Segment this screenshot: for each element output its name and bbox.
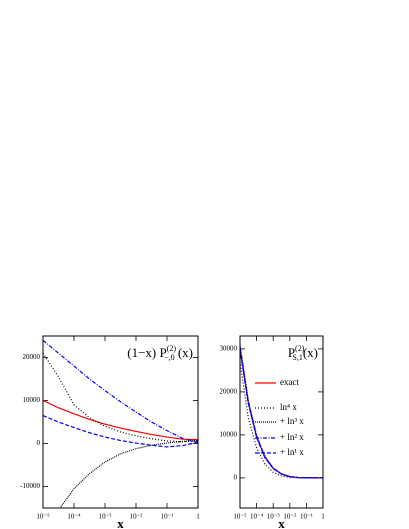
legend-label: + ln³ x xyxy=(280,416,304,426)
x-axis-label: x xyxy=(278,516,285,529)
x-tick-label: 10⁻³ xyxy=(267,513,280,521)
y-tick-label: -10000 xyxy=(20,482,40,490)
title-part: (x) xyxy=(175,345,193,360)
x-tick-label: 10⁻³ xyxy=(99,513,112,521)
x-tick-label: 10⁻⁴ xyxy=(67,513,81,521)
y-tick-label: 0 xyxy=(234,474,238,482)
series-line xyxy=(43,399,198,441)
series-line xyxy=(43,414,198,448)
y-tick-label: 30000 xyxy=(220,345,238,353)
frame xyxy=(42,335,199,509)
chart-title: (1−x) P(2) −,0 (x) xyxy=(127,344,193,362)
legend-label: + ln² x xyxy=(280,432,304,442)
title-part: −,0 xyxy=(164,353,175,362)
panel: -10000 0 10000 20000 10⁻⁵ 10⁻⁴ 10⁻³ 10⁻² 10⁻¹ 1 x (… xyxy=(20,335,200,529)
series-line xyxy=(240,346,323,479)
y-tick-label: 10000 xyxy=(23,396,41,404)
y-tick-label: 10000 xyxy=(220,431,238,439)
legend-label: exact xyxy=(280,377,299,387)
title-part: S,1 xyxy=(292,353,302,362)
series-line xyxy=(240,348,323,479)
x-axis-label: x xyxy=(117,516,124,529)
chart-title: P(2) S,1(x) xyxy=(288,344,318,362)
panel: 0 10000 20000 30000 10⁻⁵ 10⁻⁴ 10⁻³ 10⁻² 10⁻¹ 1 x ex… xyxy=(220,335,325,529)
title-part: (1−x) P xyxy=(127,345,166,360)
x-tick-label: 10⁻¹ xyxy=(300,513,313,521)
x-tick-label: 10⁻⁵ xyxy=(233,513,247,521)
legend-label: + ln¹ x xyxy=(280,447,304,457)
legend-label: ln⁴ x xyxy=(280,402,297,412)
x-tick-label: 10⁻⁵ xyxy=(36,513,50,521)
series-line xyxy=(240,361,323,479)
x-tick-label: 1 xyxy=(321,513,325,521)
y-tick-label: 20000 xyxy=(23,353,41,361)
series-line xyxy=(240,349,323,479)
series-line xyxy=(43,339,198,443)
x-tick-label: 10⁻¹ xyxy=(161,513,174,521)
title-part: P xyxy=(288,345,295,360)
x-tick-label: 10⁻² xyxy=(283,513,296,521)
x-tick-label: 1 xyxy=(196,513,200,521)
x-tick-label: 10⁻² xyxy=(130,513,143,521)
title-part: (2) xyxy=(167,344,177,353)
x-tick-label: 10⁻⁴ xyxy=(250,513,264,521)
y-tick-label: 0 xyxy=(37,439,41,447)
series-line xyxy=(43,352,198,443)
title-part: (x) xyxy=(303,345,318,360)
title-part: (2) xyxy=(295,344,305,353)
frame xyxy=(239,335,324,509)
series-line xyxy=(59,439,198,508)
y-tick-label: 20000 xyxy=(220,388,238,396)
